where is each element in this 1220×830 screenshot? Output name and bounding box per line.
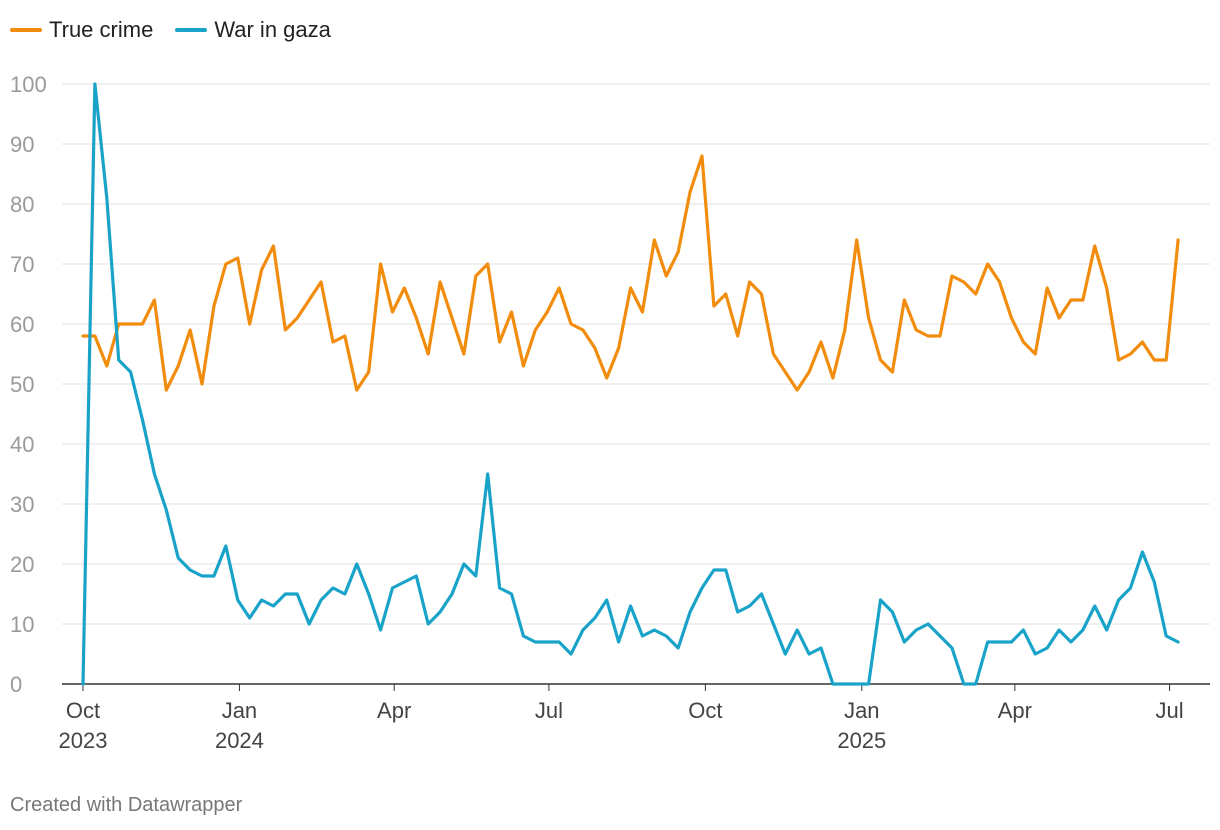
- y-tick-label-20: 20: [10, 552, 34, 577]
- y-tick-label-70: 70: [10, 252, 34, 277]
- x-tick-label-0: Oct: [66, 698, 100, 723]
- x-tick-label-1: Jan: [222, 698, 257, 723]
- series-line-true-crime: [81, 154, 1180, 392]
- x-tick-label-4: Oct: [688, 698, 722, 723]
- y-tick-label-40: 40: [10, 432, 34, 457]
- y-tick-label-0: 0: [10, 672, 22, 697]
- footer-credit: Created with Datawrapper: [10, 794, 243, 816]
- legend-item-war-in-gaza: War in gaza: [175, 17, 331, 43]
- x-tick-label-6: Apr: [998, 698, 1032, 723]
- legend-swatch-true-crime: [10, 28, 42, 32]
- y-tick-label-90: 90: [10, 132, 34, 157]
- y-tick-label-10: 10: [10, 612, 34, 637]
- x-tick-label-7: Jul: [1156, 698, 1184, 723]
- y-tick-label-60: 60: [10, 312, 34, 337]
- series-line-war-in-gaza: [81, 82, 1180, 686]
- x-tick-label-3: Jul: [535, 698, 563, 723]
- x-tick-year-5: 2025: [837, 728, 886, 753]
- legend: True crime War in gaza: [10, 14, 353, 46]
- legend-label-war-in-gaza: War in gaza: [214, 17, 331, 42]
- y-tick-label-100: 100: [10, 72, 47, 97]
- y-tick-label-50: 50: [10, 372, 34, 397]
- x-tick-label-2: Apr: [377, 698, 411, 723]
- legend-swatch-war-in-gaza: [175, 28, 208, 32]
- grid-lines: [62, 83, 1210, 685]
- x-tick-label-5: Jan: [844, 698, 879, 723]
- legend-label-true-crime: True crime: [49, 17, 154, 42]
- y-tick-label-80: 80: [10, 192, 34, 217]
- series-lines: [81, 82, 1180, 686]
- y-tick-label-30: 30: [10, 492, 34, 517]
- x-tick-year-1: 2024: [215, 728, 264, 753]
- x-axis-ticks: Oct 2023 Jan 2024 Apr Jul Oct Jan 2025 Apr Jul: [59, 684, 1184, 753]
- y-axis-ticks: 0 10 20 30 40 50 60 70 80 90 100: [10, 72, 47, 697]
- legend-item-true-crime: True crime: [10, 17, 153, 43]
- x-tick-year-0: 2023: [59, 728, 108, 753]
